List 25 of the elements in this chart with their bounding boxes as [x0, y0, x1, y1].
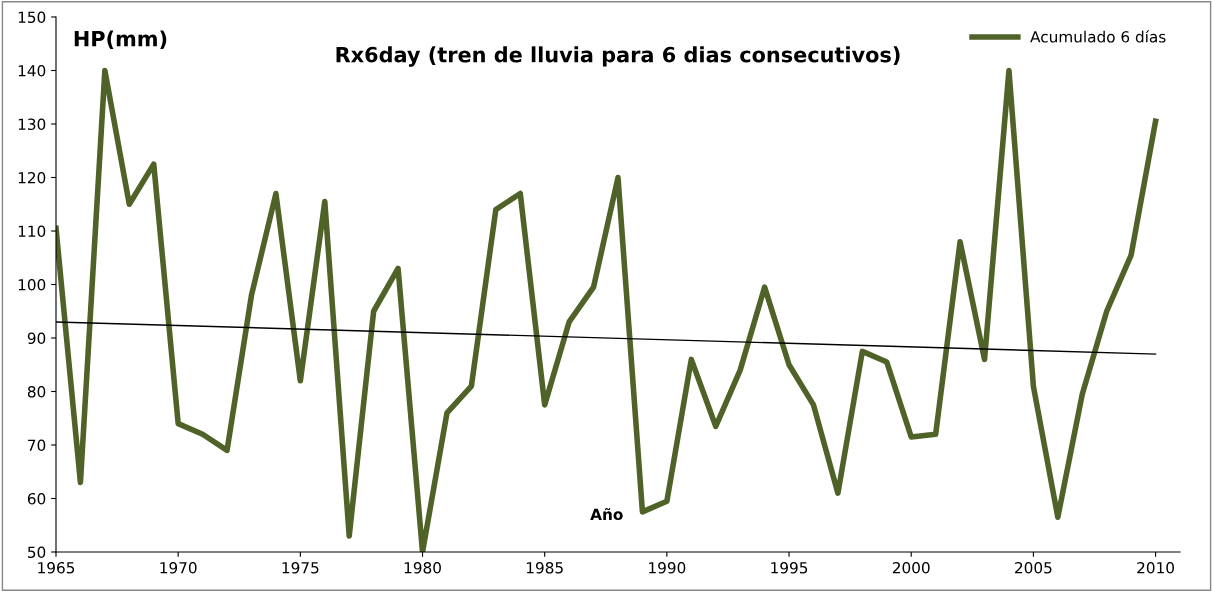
y-tick-label: 100 [18, 278, 46, 291]
x-tick-label: 1995 [771, 561, 808, 574]
text: Rx6day (tren de lluvia para 6 dias consecutivos) [336, 46, 900, 67]
y-tick-label: 70 [28, 439, 46, 452]
y-tick-label: 80 [27, 385, 46, 398]
x-tick-label: 1975 [282, 561, 319, 574]
x-tick-label: 1965 [38, 561, 75, 574]
y-axis-title: HP(mm) [74, 30, 167, 49]
x-tick-label: 2010 [1137, 561, 1174, 574]
y-tick-label: 130 [18, 118, 46, 131]
y-tick-label: 150 [18, 11, 46, 24]
x-tick-label: 2005 [1015, 561, 1052, 574]
x-tick-label: 1985 [526, 561, 563, 574]
x-tick-label: 1980 [404, 561, 441, 574]
y-tick-label: 60 [27, 492, 46, 505]
y-tick-label: 120 [18, 171, 46, 184]
x-axis-title: Año [590, 508, 623, 521]
y-tick-label: 110 [18, 225, 46, 238]
legend-label: Acumulado 6 días [1030, 30, 1166, 43]
x-tick-label: 1970 [160, 561, 197, 574]
y-tick-label: 50 [28, 546, 46, 559]
y-tick-label: 140 [18, 64, 46, 77]
x-tick-label: 2000 [892, 561, 930, 574]
x-tick-label: 1990 [649, 561, 686, 574]
y-tick-label: 90 [27, 332, 46, 345]
